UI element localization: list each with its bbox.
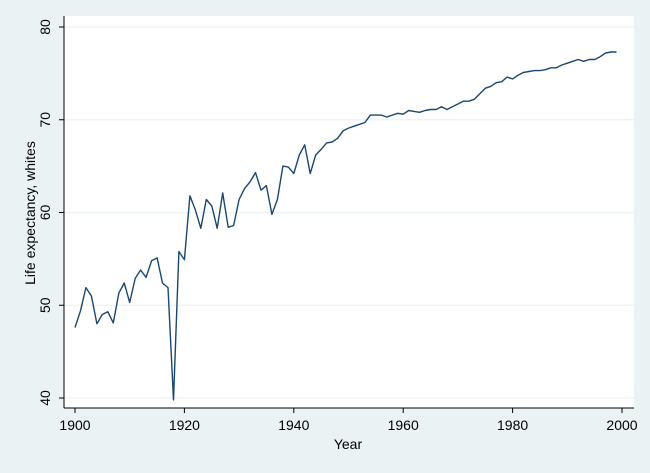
x-ticks: 1900 1920 1940 1960 1980 2000 xyxy=(59,408,638,433)
series-layer xyxy=(74,51,617,401)
y-tick-label: 40 xyxy=(37,390,53,406)
x-tick-label: 1920 xyxy=(169,417,200,433)
x-tick-label: 2000 xyxy=(606,417,637,433)
y-axis-title: Life expectancy, whites xyxy=(22,141,38,285)
x-tick-label: 1960 xyxy=(388,417,419,433)
x-tick-label: 1980 xyxy=(497,417,528,433)
y-tick-label: 80 xyxy=(37,19,53,35)
x-axis-title: Year xyxy=(334,436,363,452)
series-line xyxy=(74,51,617,401)
y-ticks: 40 50 60 70 80 xyxy=(37,19,64,406)
y-tick-label: 70 xyxy=(37,112,53,128)
y-tick-label: 50 xyxy=(37,297,53,313)
x-tick-label: 1940 xyxy=(278,417,309,433)
y-tick-label: 60 xyxy=(37,205,53,221)
x-tick-label: 1900 xyxy=(59,417,90,433)
gridlines xyxy=(64,26,634,399)
